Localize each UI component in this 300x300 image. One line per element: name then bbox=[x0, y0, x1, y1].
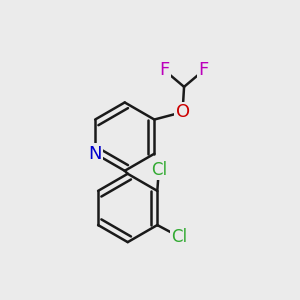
Text: F: F bbox=[198, 61, 208, 80]
Text: N: N bbox=[88, 145, 102, 163]
Text: O: O bbox=[176, 103, 190, 121]
Text: Cl: Cl bbox=[151, 161, 167, 179]
Text: F: F bbox=[160, 61, 170, 80]
Text: Cl: Cl bbox=[172, 228, 188, 246]
